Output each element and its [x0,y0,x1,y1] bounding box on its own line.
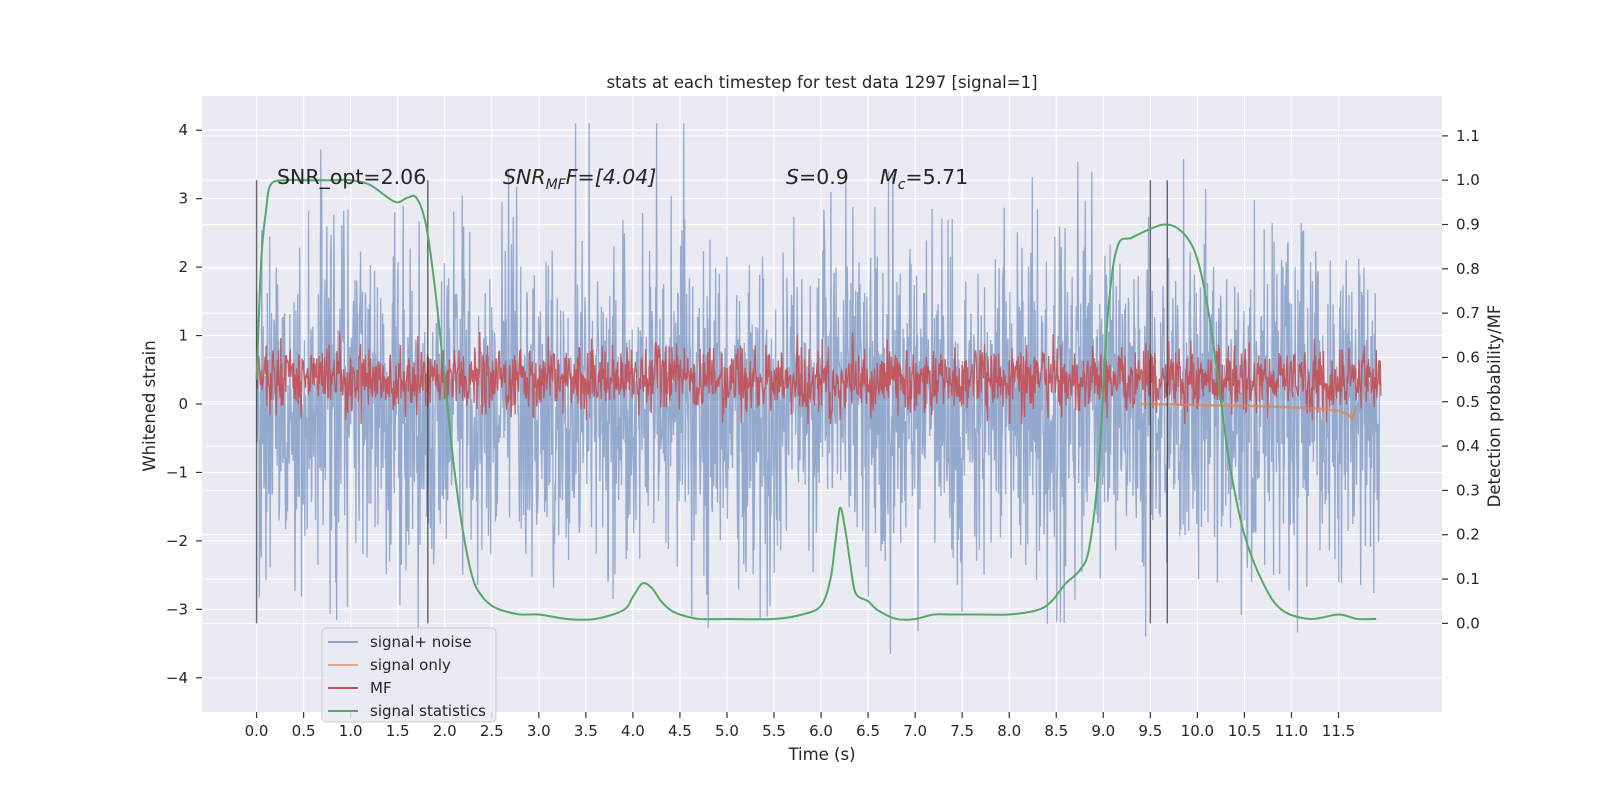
x-tick-label-16: 8.0 [997,722,1021,740]
y-left-tick-label-4: 0 [178,395,188,413]
x-tick-label-10: 5.0 [715,722,739,740]
y-axis-label-right: Detection probability/MF [1485,305,1504,508]
data-layer [255,123,1382,655]
chart-title: stats at each timestep for test data 129… [606,73,1037,92]
x-tick-label-9: 4.5 [668,722,692,740]
annotation-mc-val: Mc=5.71 [880,165,968,193]
x-tick-label-4: 2.0 [433,722,457,740]
legend-label-2: MF [370,679,392,697]
x-tick-label-13: 6.5 [856,722,880,740]
y-left-tick-label-8: 4 [178,121,188,139]
legend-label-3: signal statistics [370,702,486,720]
y-right-tick-label-5: 0.5 [1456,393,1480,411]
x-tick-label-14: 7.0 [903,722,927,740]
y-right-tick-label-1: 0.1 [1456,570,1480,588]
y-right-tick-label-9: 0.9 [1456,216,1480,234]
legend-label-0: signal+ noise [370,633,472,651]
x-axis-label: Time (s) [787,745,855,764]
series-signal-only [1140,402,1357,422]
x-tick-label-23: 11.5 [1322,722,1355,740]
y-right-tick-label-10: 1.0 [1456,171,1480,189]
legend-box [321,627,497,723]
y-left-tick-label-1: −3 [166,600,188,618]
y-right-tick-label-11: 1.1 [1456,127,1480,145]
x-tick-label-12: 6.0 [809,722,833,740]
series-signal-plus-noise [255,123,1382,655]
annotation-snr-mf: SNRMFF=[4.04] [503,165,656,193]
x-tick-label-20: 10.0 [1181,722,1214,740]
y-right-tick-label-7: 0.7 [1456,304,1480,322]
legend-label-1: signal only [370,656,451,674]
annotation-s-val: S=0.9 [786,165,849,189]
y-right-tick-label-4: 0.4 [1456,437,1480,455]
series-signal-statistics [255,178,1377,621]
x-tick-label-7: 3.5 [574,722,598,740]
x-tick-label-6: 3.0 [527,722,551,740]
annotation-snr-opt: SNR_opt=2.06 [277,165,426,190]
y-left-tick-label-0: −4 [166,669,188,687]
y-left-tick-label-2: −2 [166,532,188,550]
x-tick-label-18: 9.0 [1091,722,1115,740]
y-left-tick-label-7: 3 [178,190,188,208]
x-tick-label-2: 1.0 [339,722,363,740]
x-tick-label-15: 7.5 [950,722,974,740]
y-right-tick-label-3: 0.3 [1456,481,1480,499]
x-tick-label-22: 11.0 [1275,722,1308,740]
axes: 0.0 0.5 1.0 1.5 2.0 2.5 3.0 3.5 4.0 4.5 5.0 5.5 6.0 6… [166,121,1480,740]
x-tick-label-1: 0.5 [292,722,316,740]
x-tick-label-11: 5.5 [762,722,786,740]
x-tick-label-17: 8.5 [1044,722,1068,740]
y-right-tick-label-0: 0.0 [1456,614,1480,632]
x-tick-label-19: 9.5 [1138,722,1162,740]
y-left-tick-label-3: −1 [166,463,188,481]
x-tick-label-8: 4.0 [621,722,645,740]
x-tick-label-5: 2.5 [480,722,504,740]
x-tick-label-0: 0.0 [245,722,269,740]
y-right-tick-label-6: 0.6 [1456,348,1480,366]
legend: signal+ noise signal only MF signal statist… [321,627,497,723]
annotations: SNR_opt=2.06 SNRMFF=[4.04] S=0.9 Mc=5.71 [277,165,968,193]
y-axis-label-left: Whitened strain [140,340,159,471]
y-left-tick-label-5: 1 [178,327,188,345]
y-right-tick-label-2: 0.2 [1456,526,1480,544]
y-right-tick-label-8: 0.8 [1456,260,1480,278]
x-tick-label-3: 1.5 [386,722,410,740]
y-left-tick-label-6: 2 [178,258,188,276]
x-tick-label-21: 10.5 [1228,722,1261,740]
